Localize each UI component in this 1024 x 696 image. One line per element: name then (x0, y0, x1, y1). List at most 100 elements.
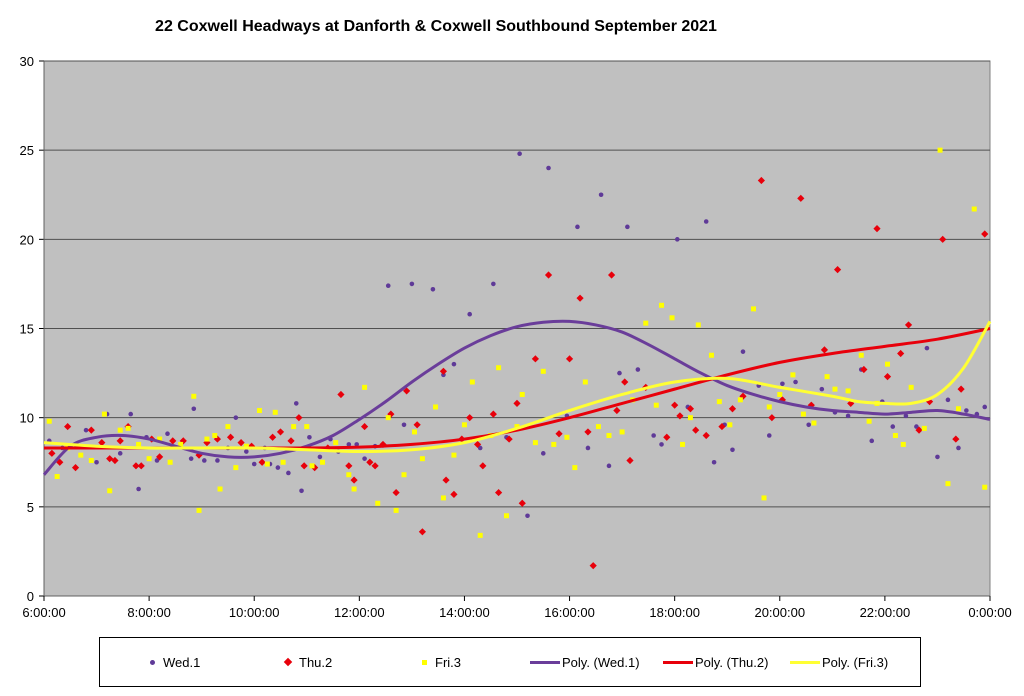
trendline-poly-wed-1- (42, 319, 991, 476)
point-fri3 (333, 440, 339, 446)
line-marker-icon (530, 660, 560, 664)
point-thu2 (360, 422, 369, 431)
point-fri3 (687, 415, 693, 421)
point-thu2 (495, 488, 503, 497)
point-fri3 (971, 206, 977, 212)
point-wed1 (201, 458, 207, 463)
legend-label: Poly. (Wed.1) (562, 654, 640, 670)
point-fri3 (892, 433, 898, 438)
point-fri3 (125, 425, 131, 431)
point-fri3 (606, 433, 612, 438)
point-thu2 (137, 462, 145, 470)
point-thu2 (728, 405, 737, 413)
point-wed1 (793, 379, 798, 385)
point-fri3 (751, 306, 756, 312)
point-fri3 (419, 456, 425, 462)
point-fri3 (680, 441, 686, 447)
point-thu2 (203, 439, 211, 447)
point-thu2 (350, 476, 358, 484)
y-tick-label: 25 (20, 143, 34, 158)
point-wed1 (491, 281, 496, 287)
point-fri3 (461, 422, 467, 428)
point-fri3 (304, 424, 310, 430)
trendline-poly-fri-3- (43, 320, 992, 454)
x-tick-label: 20:00:00 (754, 605, 805, 620)
point-wed1 (730, 447, 735, 453)
point-thu2 (156, 453, 164, 461)
point-thu2 (608, 271, 616, 279)
point-fri3 (212, 433, 218, 438)
point-fri3 (519, 391, 525, 397)
point-wed1 (606, 463, 612, 469)
point-thu2 (413, 421, 421, 429)
point-fri3 (866, 418, 872, 424)
point-fri3 (921, 425, 927, 431)
point-thu2 (106, 455, 114, 463)
point-fri3 (811, 420, 817, 426)
x-tick-label: 16:00:00 (544, 605, 595, 620)
trendlines (42, 319, 992, 476)
axes: 0 5 10 15 20 25 30 6:00:00 8:00:00 10:00:00 12:00:… (20, 54, 1012, 620)
point-fri3 (695, 322, 701, 328)
point-wed1 (409, 281, 415, 287)
point-thu2 (300, 462, 308, 470)
point-fri3 (346, 472, 352, 478)
point-thu2 (269, 433, 277, 441)
point-thu2 (833, 266, 842, 274)
point-fri3 (496, 365, 502, 371)
point-thu2 (531, 355, 539, 363)
point-wed1 (711, 459, 717, 465)
point-thu2 (626, 456, 634, 465)
point-fri3 (653, 402, 659, 408)
point-thu2 (505, 435, 513, 443)
point-fri3 (619, 429, 625, 435)
point-fri3 (708, 352, 714, 358)
point-wed1 (674, 237, 680, 242)
point-wed1 (128, 411, 134, 417)
point-wed1 (956, 445, 961, 451)
point-fri3 (955, 406, 961, 412)
point-wed1 (191, 406, 197, 412)
point-fri3 (46, 418, 52, 424)
point-thu2 (676, 412, 684, 420)
point-wed1 (635, 367, 641, 372)
point-fri3 (908, 384, 914, 390)
point-wed1 (83, 427, 89, 433)
point-thu2 (807, 401, 815, 409)
point-wed1 (964, 408, 969, 413)
gridlines (44, 60, 990, 508)
point-fri3 (280, 459, 286, 465)
point-thu2 (663, 433, 671, 441)
point-fri3 (217, 486, 223, 492)
point-wed1 (136, 486, 141, 492)
point-wed1 (780, 381, 785, 387)
point-fri3 (800, 411, 806, 417)
point-wed1 (215, 458, 220, 463)
point-wed1 (94, 459, 99, 465)
point-thu2 (860, 365, 868, 374)
point-thu2 (439, 367, 448, 375)
point-thu2 (337, 390, 345, 399)
point-thu2 (873, 225, 881, 233)
point-fri3 (440, 495, 446, 501)
point-thu2 (518, 499, 526, 507)
point-fri3 (107, 488, 113, 494)
point-fri3 (196, 507, 202, 513)
point-fri3 (761, 495, 767, 501)
point-fri3 (572, 465, 578, 471)
point-wed1 (845, 413, 851, 419)
point-thu2 (442, 476, 450, 484)
point-thu2 (718, 422, 726, 431)
point-thu2 (479, 462, 487, 470)
point-fri3 (362, 384, 368, 390)
line-marker-icon (663, 660, 693, 664)
point-fri3 (54, 474, 60, 480)
point-fri3 (78, 452, 84, 458)
point-fri3 (88, 457, 94, 463)
point-wed1 (766, 433, 772, 438)
point-thu2 (169, 437, 177, 445)
point-thu2 (345, 462, 353, 470)
point-fri3 (385, 415, 391, 421)
point-thu2 (387, 410, 395, 418)
point-fri3 (540, 368, 546, 374)
